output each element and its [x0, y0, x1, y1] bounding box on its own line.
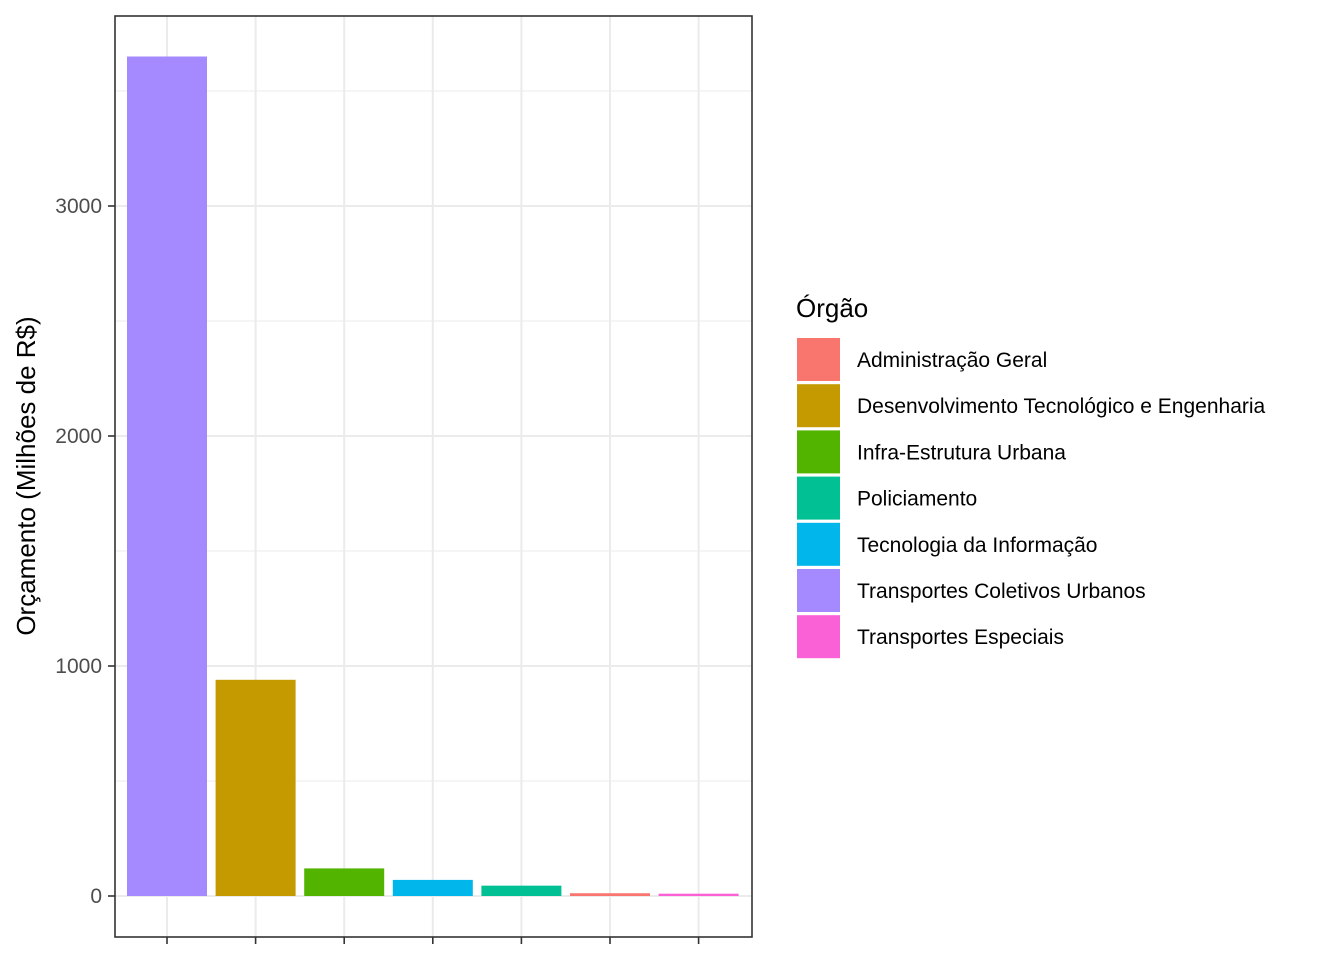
bar	[127, 56, 207, 896]
bar	[481, 885, 562, 896]
x-axis	[166, 937, 700, 944]
legend-label: Transportes Especiais	[857, 626, 1064, 649]
bar	[392, 879, 473, 896]
y-tick-label: 2000	[55, 425, 102, 448]
legend-key	[797, 338, 840, 381]
y-tick-label: 0	[90, 885, 102, 908]
legend-key	[797, 384, 840, 428]
bar	[304, 868, 385, 896]
legend-label: Tecnologia da Informação	[857, 534, 1098, 557]
legend-label: Desenvolvimento Tecnológico e Engenharia	[857, 395, 1266, 418]
legend-key	[797, 522, 840, 566]
legend-label: Administração Geral	[857, 349, 1047, 372]
legend-key	[797, 569, 840, 612]
legend-label: Transportes Coletivos Urbanos	[857, 580, 1146, 603]
y-tick-label: 3000	[55, 195, 102, 218]
legend-label: Infra-Estrutura Urbana	[857, 441, 1066, 464]
bar	[658, 893, 739, 896]
legend: Órgão Administração Geral Desenvolvimento…	[796, 293, 1266, 659]
legend-key	[797, 476, 840, 520]
legend-title: Órgão	[796, 293, 868, 323]
y-axis-title: Orçamento (Milhões de R$)	[11, 316, 41, 635]
legend-key	[797, 430, 840, 474]
bars	[127, 56, 739, 896]
bar	[215, 679, 296, 896]
legend-label: Policiamento	[857, 488, 977, 511]
y-tick-label: 1000	[55, 655, 102, 678]
bar	[570, 893, 650, 896]
y-axis: 0 1000 2000 3000	[55, 195, 115, 908]
legend-key	[797, 615, 840, 659]
